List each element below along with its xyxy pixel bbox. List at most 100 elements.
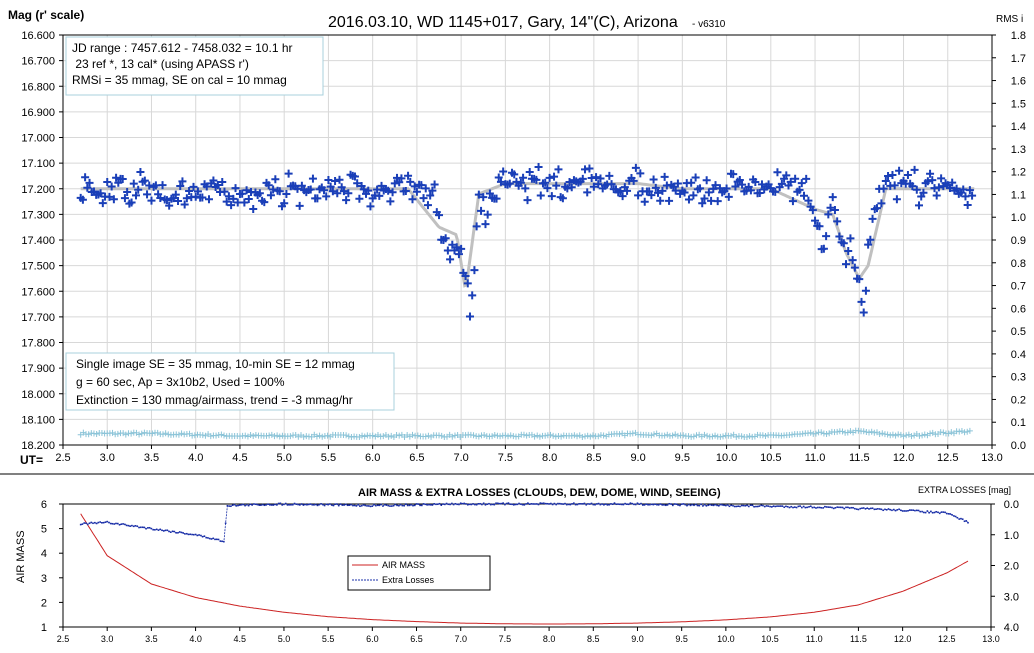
losses-point (875, 508, 877, 510)
rms-point (93, 431, 100, 437)
rms-point (250, 432, 257, 439)
losses-point (277, 502, 280, 505)
rms-point (762, 433, 769, 440)
mag-point (855, 275, 864, 284)
mag-point (850, 263, 859, 272)
bottom-y-tick-label: 3 (41, 573, 47, 585)
mag-point (835, 232, 844, 241)
mag-point (583, 188, 592, 197)
mag-point (799, 191, 808, 200)
losses-point (569, 503, 572, 506)
mag-point (968, 191, 977, 200)
mag-point (567, 183, 576, 192)
rms-point (884, 431, 891, 438)
losses-point (793, 506, 796, 508)
losses-point (254, 503, 257, 506)
mag-point (543, 184, 552, 193)
mag-point (808, 206, 817, 215)
mag-point (877, 199, 886, 208)
losses-point (804, 506, 807, 509)
rms-point (128, 430, 135, 437)
mag-point (162, 196, 171, 205)
mag-point (884, 172, 893, 181)
mag-point (118, 175, 127, 184)
losses-point (574, 503, 577, 506)
mag-point (452, 243, 461, 252)
mag-point (123, 187, 132, 196)
losses-point (502, 502, 504, 504)
losses-point (288, 503, 291, 506)
losses-point (138, 526, 140, 529)
top-y2-tick-label: 0.2 (1011, 394, 1026, 406)
rms-point (834, 428, 841, 435)
mag-point (923, 177, 932, 186)
mag-point (448, 240, 457, 249)
mag-point (229, 194, 238, 203)
mag-point (204, 195, 213, 204)
rms-point (672, 431, 679, 438)
mag-point (729, 170, 738, 179)
rms-point (582, 433, 589, 440)
mag-point (165, 201, 174, 210)
bottom-x-tick-label: 8.5 (587, 634, 600, 644)
mag-point (364, 186, 373, 195)
rms-point (215, 431, 222, 438)
rms-point (550, 432, 557, 439)
mag-point (269, 185, 278, 194)
top-y-tick-label: 16.600 (21, 30, 55, 42)
losses-point (224, 522, 227, 525)
losses-point (728, 505, 731, 508)
rms-point (266, 432, 273, 439)
mag-point (430, 180, 439, 189)
mag-point (585, 164, 594, 173)
mag-point (384, 186, 393, 195)
mag-point (811, 216, 820, 225)
rms-point (319, 433, 326, 440)
mag-point (656, 196, 665, 205)
mag-point (388, 188, 397, 197)
rms-point (221, 432, 228, 439)
rms-point (507, 432, 514, 439)
top-x-axis-label: UT= (20, 453, 43, 467)
mag-point (193, 187, 202, 196)
losses-point (398, 504, 400, 507)
mag-point (103, 178, 112, 187)
rms-point (600, 432, 607, 439)
mag-point (857, 297, 866, 306)
rms-point (940, 429, 947, 436)
rms-point (571, 432, 578, 439)
losses-point (636, 502, 639, 505)
losses-point (564, 502, 566, 505)
rms-point (520, 431, 527, 438)
mag-point (435, 211, 444, 220)
top-x-tick-label: 8.0 (542, 452, 557, 464)
top-x-tick-label: 3.5 (144, 452, 159, 464)
losses-point (191, 533, 193, 536)
losses-point (477, 503, 480, 505)
losses-point (771, 506, 773, 508)
mag-point (202, 182, 211, 191)
losses-point (389, 505, 391, 507)
losses-point (498, 502, 501, 505)
top-y2-axis: 1.8 1.7 1.6 1.5 1.4 1.3 1.2 1.1 1.0 0.9 0.8 0.7 0.6 0… (992, 30, 1026, 452)
mag-point (105, 192, 114, 201)
mag-point (375, 191, 384, 200)
losses-point (79, 523, 82, 526)
top-y2-tick-label: 0.5 (1011, 326, 1026, 338)
legend-losses-label: Extra Losses (382, 575, 435, 585)
bottom-y-tick-label: 2 (41, 597, 47, 609)
mag-point (521, 184, 530, 193)
losses-point (675, 503, 678, 505)
losses-point (392, 504, 395, 507)
mag-point (479, 193, 488, 202)
bottom-x-tick-label: 5.5 (322, 634, 335, 644)
losses-point (670, 503, 672, 505)
losses-point (129, 525, 131, 527)
rms-point (552, 433, 559, 440)
losses-point (215, 538, 218, 541)
mag-point (724, 192, 733, 201)
top-y2-tick-label: 1.2 (1011, 167, 1026, 179)
mag-point (872, 204, 881, 213)
mag-point (547, 192, 556, 201)
bottom-x-tick-label: 8.0 (543, 634, 556, 644)
